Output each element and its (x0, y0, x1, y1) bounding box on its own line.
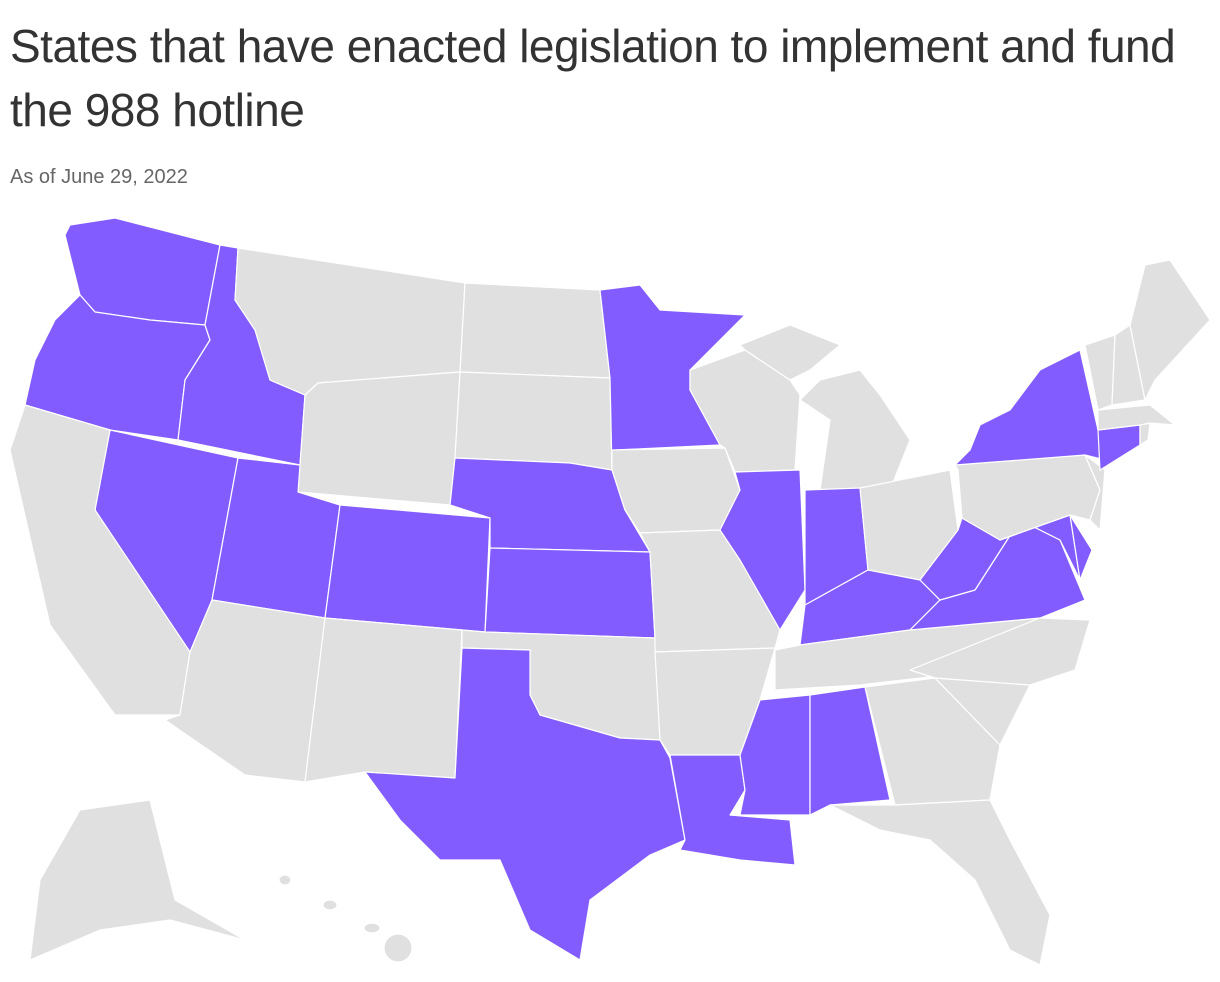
state-hi-maui (363, 922, 381, 934)
state-hi-kauai (278, 874, 292, 886)
state-ak (29, 799, 246, 961)
state-ga (864, 677, 1001, 806)
subtitle: As of June 29, 2022 (10, 166, 188, 188)
state-de (1069, 514, 1093, 581)
state-il (719, 469, 806, 631)
state-ct (1097, 424, 1141, 471)
state-al (809, 686, 891, 816)
state-ny (954, 349, 1106, 466)
state-hi (383, 933, 413, 963)
state-nd (459, 282, 611, 379)
state-me (1129, 259, 1211, 401)
state-tx (364, 647, 686, 961)
state-fl (829, 799, 1051, 966)
title: States that have enacted legislation to … (10, 20, 1176, 136)
state-nm (304, 617, 463, 783)
state-ia (611, 447, 741, 534)
state-ks (484, 547, 656, 639)
state-ma (1097, 404, 1176, 431)
state-sd (454, 371, 613, 471)
state-mi-upper (739, 324, 841, 381)
state-mi (799, 369, 911, 491)
state-mt (234, 247, 466, 396)
state-wy (297, 371, 461, 506)
state-co (324, 504, 491, 633)
state-ri (1139, 422, 1151, 446)
state-hi-oahu (322, 899, 338, 911)
